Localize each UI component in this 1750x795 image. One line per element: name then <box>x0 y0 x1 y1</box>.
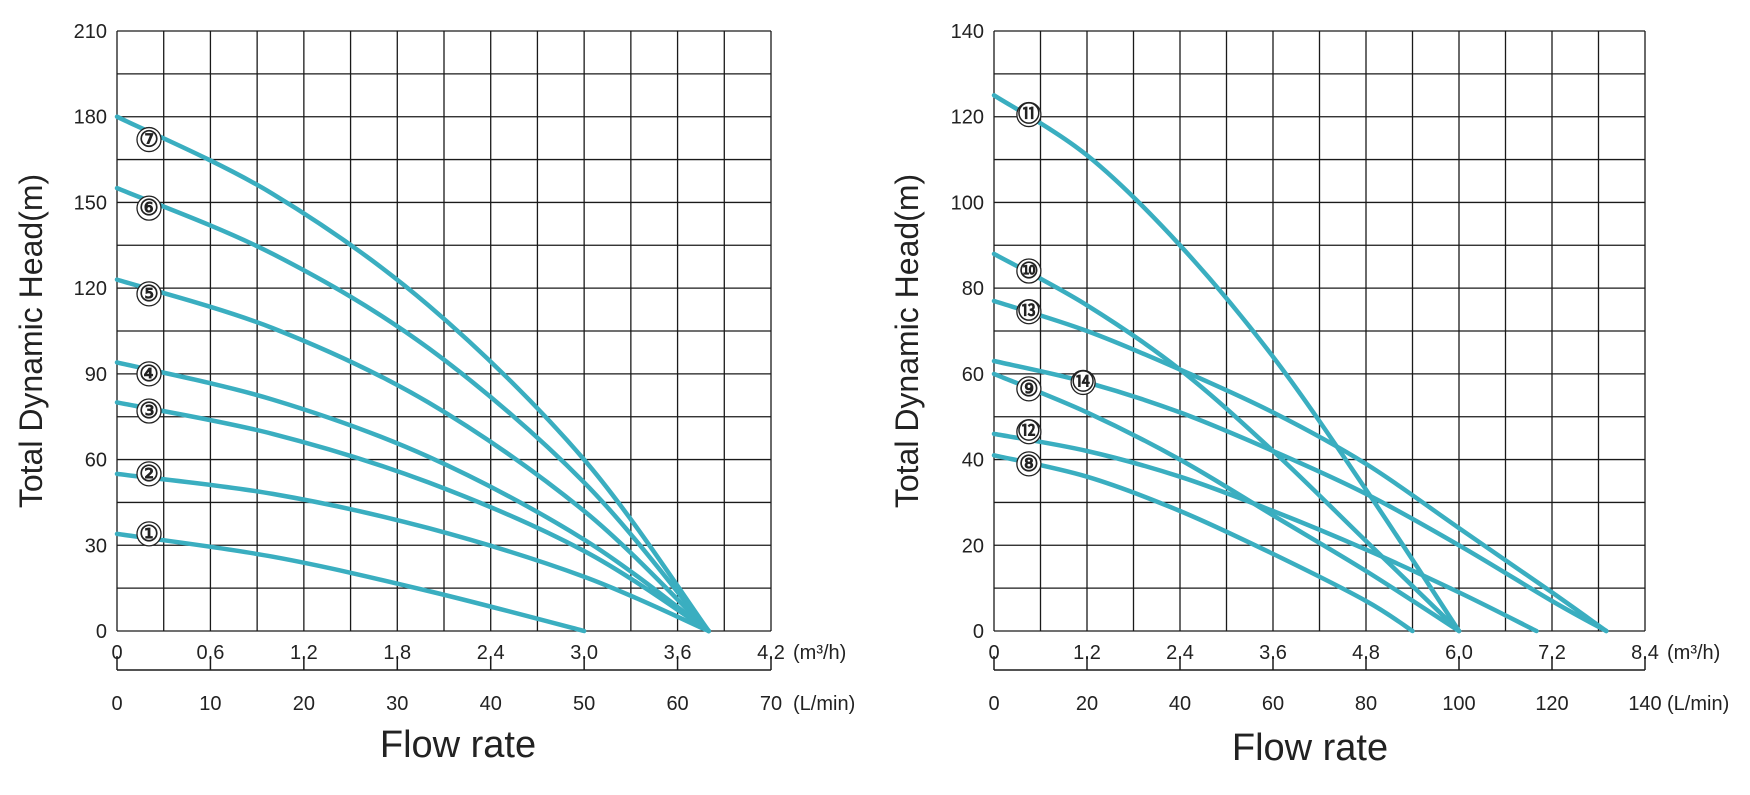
y-tick-label: 210 <box>74 21 107 43</box>
x-tick-label-m3h: 8.4 <box>1631 642 1659 664</box>
y-tick-label: 120 <box>951 107 984 129</box>
curve-label: ④ <box>139 361 159 386</box>
y-tick-label: 90 <box>85 364 107 386</box>
curve-label-circle <box>136 398 162 424</box>
x-unit-m3h: (m³/h) <box>1667 642 1720 664</box>
pump-curve-2 <box>114 471 711 634</box>
x-tick-label-m3h: 6.0 <box>1445 642 1473 664</box>
x-tick-label-m3h: 0.6 <box>197 642 225 664</box>
y-tick-label: 150 <box>74 192 107 214</box>
x-tick-label-m3h: 3.6 <box>1259 642 1287 664</box>
y-tick-label: 0 <box>96 621 107 643</box>
x-tick-label-m3h: 1.2 <box>1073 642 1101 664</box>
x-tick-label-m3h: 3.0 <box>570 642 598 664</box>
y-tick-label: 100 <box>951 192 984 214</box>
x-tick-label-lmin: 0 <box>111 693 122 715</box>
x-tick-label-m3h: 3.6 <box>664 642 692 664</box>
curve-label-circle <box>1070 369 1096 396</box>
curve-label-circle <box>136 521 162 547</box>
curve-label-circle <box>1016 101 1042 128</box>
pump-curve-12 <box>991 431 1539 634</box>
x-unit-m3h: (m³/h) <box>793 642 846 664</box>
curve-label: ⑩ <box>1019 258 1039 283</box>
x-unit-lmin: (L/min) <box>1667 693 1729 715</box>
curve-label-circle <box>136 281 162 307</box>
x-tick-label-lmin: 80 <box>1355 693 1377 715</box>
y-tick-label: 60 <box>85 450 107 472</box>
y-axis-title: Total Dynamic Head(m) <box>889 174 925 508</box>
pump-curve-5 <box>114 277 711 634</box>
y-tick-label: 60 <box>962 364 984 386</box>
pump-curve-7 <box>114 114 711 634</box>
x-unit-lmin: (L/min) <box>793 693 855 715</box>
x-axis-title: Flow rate <box>380 724 536 766</box>
pump-curve-14 <box>991 358 1609 634</box>
y-tick-label: 0 <box>973 621 984 643</box>
x-tick-label-lmin: 10 <box>199 693 221 715</box>
curve-label: ⑧ <box>1019 451 1039 476</box>
pump-curve-6 <box>114 185 711 634</box>
pump-curve-3 <box>114 400 711 634</box>
curve-label: ⑪ <box>1018 102 1040 127</box>
x-tick-label-lmin: 120 <box>1535 693 1568 715</box>
x-tick-label-m3h: 2.4 <box>1166 642 1194 664</box>
x-tick-label-lmin: 20 <box>1076 693 1098 715</box>
curve-label-circle <box>1016 376 1042 402</box>
y-tick-label: 140 <box>951 21 984 43</box>
curve-label: ⑭ <box>1072 369 1094 394</box>
x-tick-label-m3h: 2.4 <box>477 642 505 664</box>
y-tick-label: 40 <box>962 450 984 472</box>
curve-label: ② <box>139 461 159 486</box>
x-tick-label-lmin: 20 <box>293 693 315 715</box>
pump-curve-4 <box>114 360 711 634</box>
curve-label: ⑤ <box>139 281 159 306</box>
curve-label-circle <box>1016 419 1042 445</box>
x-tick-label-m3h: 4.8 <box>1352 642 1380 664</box>
curve-label-circle <box>136 126 162 153</box>
curve-label: ⑬ <box>1018 299 1040 324</box>
curve-label: ③ <box>139 398 159 423</box>
y-axis-title: Total Dynamic Head(m) <box>13 174 49 508</box>
y-tick-label: 20 <box>962 535 984 557</box>
x-tick-label-lmin: 60 <box>666 693 688 715</box>
x-tick-label-m3h: 7.2 <box>1538 642 1566 664</box>
curve-label-circle <box>1016 258 1042 284</box>
x-tick-label-m3h: 0 <box>988 642 999 664</box>
curve-label: ⑦ <box>139 127 159 152</box>
pump-curve-11 <box>991 93 1462 634</box>
curve-label-circle <box>136 361 162 387</box>
x-tick-label-lmin: 0 <box>988 693 999 715</box>
curve-label-circle <box>136 195 162 221</box>
curve-label: ⑥ <box>139 195 159 220</box>
curve-label: ⑫ <box>1018 419 1040 444</box>
curve-label: ① <box>139 521 159 546</box>
x-tick-label-m3h: 1.8 <box>383 642 411 664</box>
x-tick-label-lmin: 100 <box>1442 693 1475 715</box>
pump-curve-1 <box>114 531 587 634</box>
pump-curve-9 <box>991 371 1462 634</box>
pump-curve-8 <box>991 453 1415 634</box>
x-tick-label-lmin: 40 <box>480 693 502 715</box>
x-tick-label-lmin: 60 <box>1262 693 1284 715</box>
y-tick-label: 30 <box>85 535 107 557</box>
x-tick-label-lmin: 40 <box>1169 693 1191 715</box>
x-axis-title: Flow rate <box>1232 727 1388 769</box>
x-tick-label-lmin: 50 <box>573 693 595 715</box>
x-tick-label-lmin: 70 <box>760 693 782 715</box>
pump-curve-13 <box>991 298 1609 634</box>
x-tick-label-m3h: 1.2 <box>290 642 318 664</box>
curve-label-circle <box>1016 299 1042 325</box>
curve-label-circle <box>136 461 162 487</box>
x-tick-label-lmin: 30 <box>386 693 408 715</box>
y-tick-label: 80 <box>962 278 984 300</box>
x-tick-label-m3h: 4.2 <box>757 642 785 664</box>
x-tick-label-m3h: 0 <box>111 642 122 664</box>
curve-label: ⑨ <box>1019 376 1039 401</box>
x-tick-label-lmin: 140 <box>1628 693 1661 715</box>
y-tick-label: 180 <box>74 107 107 129</box>
curve-label-circle <box>1016 451 1042 477</box>
y-tick-label: 120 <box>74 278 107 300</box>
